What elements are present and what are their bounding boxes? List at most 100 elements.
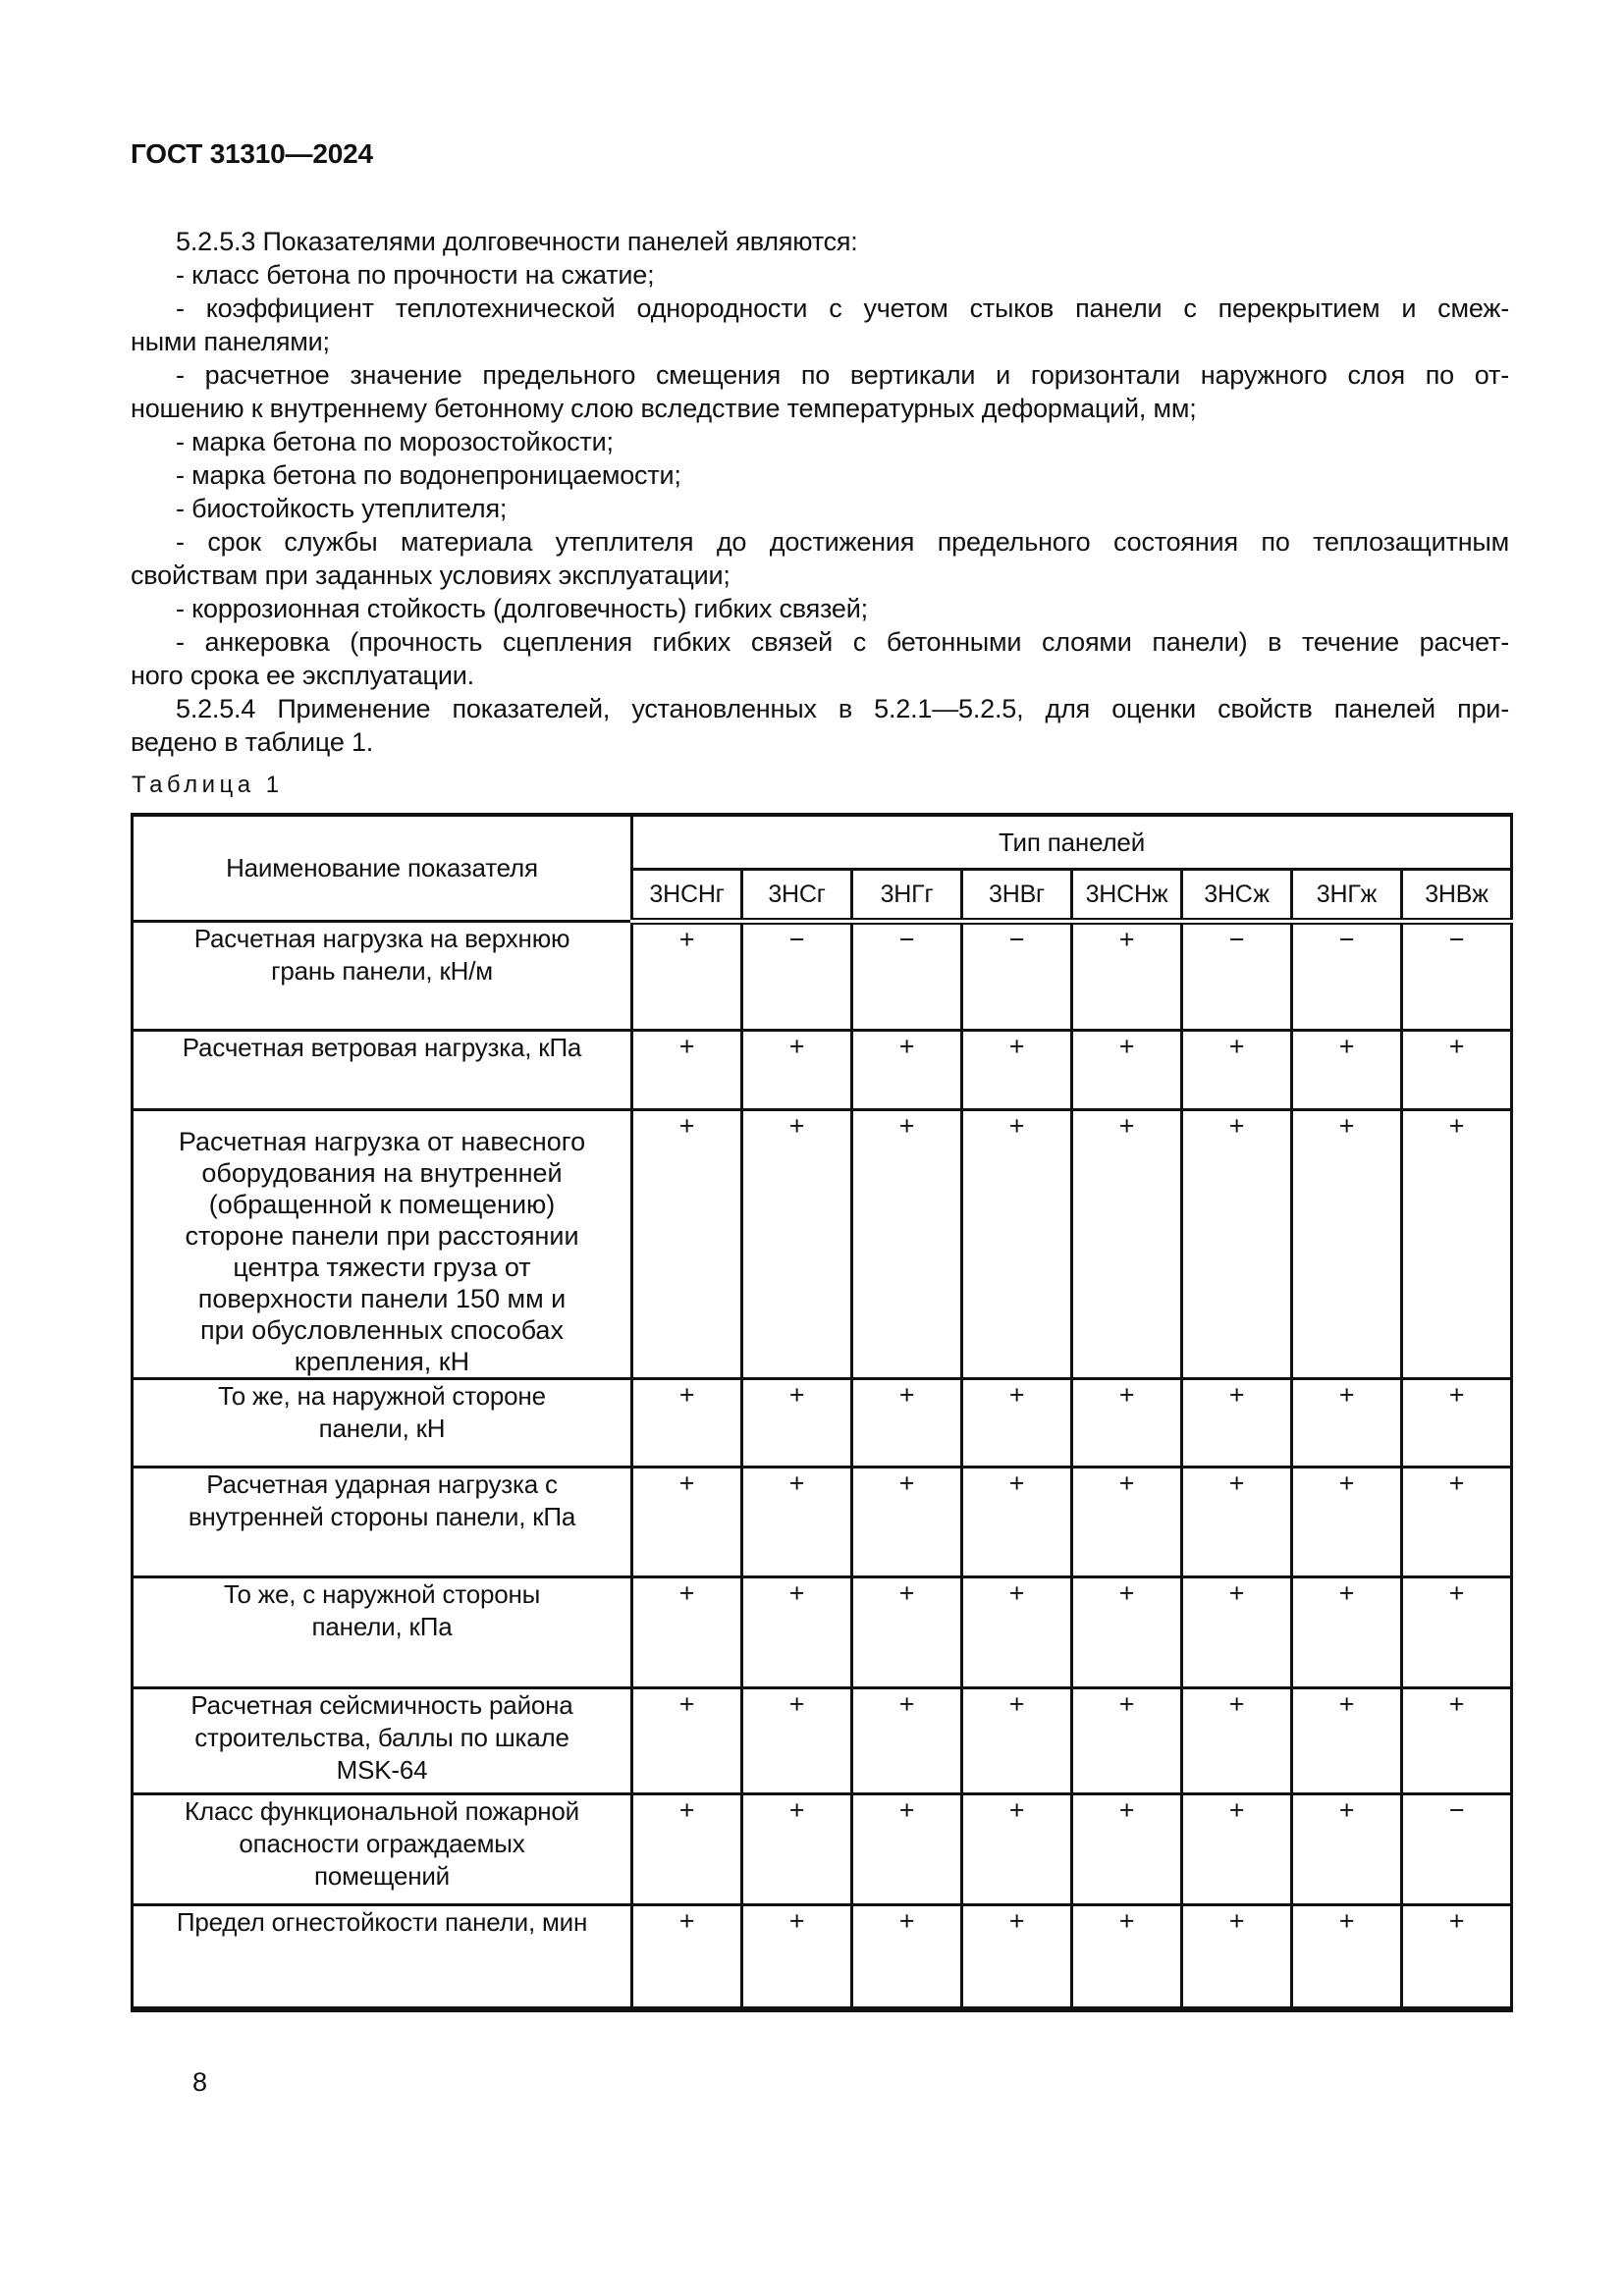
value-cell: +: [960, 1575, 1073, 1689]
value-cell: +: [1399, 1377, 1514, 1468]
value-cell: +: [630, 1686, 743, 1795]
list-item-line: - марка бетона по водонепроницаемости;: [176, 460, 681, 490]
table-title: Таблица 1: [132, 772, 284, 798]
value-cell: +: [1290, 1686, 1403, 1795]
value-cell: +: [740, 1029, 853, 1111]
row-label: Расчетная нагрузка от навесного оборудов…: [131, 1108, 633, 1380]
row-label: То же, на наружной стороне панели, кН: [131, 1377, 633, 1468]
value-cell: +: [850, 1903, 963, 2010]
value-cell: +: [1399, 1575, 1514, 1689]
value-cell: −: [740, 920, 853, 1032]
table-subheader-row: 3НСНг 3НСг 3НГг 3НВг 3НСНж 3НСж 3НГж 3НВ…: [133, 868, 1514, 925]
table-row: Расчетная ветровая нагрузка, кПа + + + +…: [131, 1029, 1514, 1111]
panel-properties-table: Наименование показателя Тип панелей 3НСН…: [131, 813, 1514, 2012]
table-row: То же, с наружной стороны панели, кПа + …: [131, 1575, 1514, 1689]
paragraph-line: 5.2.5.3 Показателями долговечности панел…: [176, 227, 858, 256]
list-item-line: - марка бетона по морозостойкости;: [176, 427, 614, 456]
table-row: То же, на наружной стороне панели, кН + …: [131, 1377, 1514, 1468]
row-label: Расчетная нагрузка на верхнюю грань пане…: [131, 920, 633, 1032]
column-header-panel-type: 3НСНг: [630, 868, 743, 925]
value-cell: +: [850, 1686, 963, 1795]
value-cell: +: [1290, 1377, 1403, 1468]
list-item-line: - биостойкость утеплителя;: [176, 494, 508, 523]
value-cell: +: [630, 1029, 743, 1111]
value-cell: +: [1180, 1792, 1293, 1906]
value-cell: +: [1180, 1108, 1293, 1380]
value-cell: +: [1290, 1108, 1403, 1380]
value-cell: +: [850, 1792, 963, 1906]
table-row: Предел огнестойкости панели, мин + + + +…: [131, 1903, 1514, 2010]
column-header-panel-type: 3НСг: [740, 868, 853, 925]
table-row: Класс функциональной пожарной опасности …: [131, 1792, 1514, 1906]
value-cell: +: [740, 1466, 853, 1578]
value-cell: +: [960, 1108, 1073, 1380]
list-item-line: - коэффициент теплотехнической однородно…: [176, 294, 1509, 323]
value-cell: +: [960, 1686, 1073, 1795]
value-cell: +: [1180, 1377, 1293, 1468]
value-cell: +: [1399, 1686, 1514, 1795]
value-cell: +: [1070, 1377, 1183, 1468]
table-row: Расчетная нагрузка на верхнюю грань пане…: [131, 920, 1514, 1032]
list-item-line: ного срока ее эксплуатации.: [131, 661, 474, 690]
value-cell: −: [1399, 920, 1514, 1032]
list-item-line: - расчетное значение предельного смещени…: [176, 360, 1509, 390]
value-cell: +: [850, 1029, 963, 1111]
value-cell: −: [1399, 1792, 1514, 1906]
paragraph-line: ведено в таблице 1.: [131, 727, 374, 757]
value-cell: +: [1070, 920, 1183, 1032]
row-label: Расчетная ударная нагрузка с внутренней …: [131, 1466, 633, 1578]
value-cell: +: [1290, 1792, 1403, 1906]
value-cell: +: [740, 1377, 853, 1468]
list-item-line: - анкеровка (прочность сцепления гибких …: [176, 627, 1509, 657]
value-cell: +: [1070, 1029, 1183, 1111]
value-cell: +: [1070, 1575, 1183, 1689]
value-cell: +: [1399, 1029, 1514, 1111]
column-header-panel-type: 3НВж: [1399, 868, 1514, 925]
list-item-line: - срок службы материала утеплителя до до…: [176, 527, 1509, 557]
value-cell: +: [630, 920, 743, 1032]
column-header-panel-type: 3НВг: [960, 868, 1073, 925]
column-header-panel-type: 3НГж: [1290, 868, 1403, 925]
value-cell: +: [1290, 1903, 1403, 2010]
paragraph-line: 5.2.5.4 Применение показателей, установл…: [176, 694, 1509, 723]
value-cell: +: [630, 1792, 743, 1906]
column-header-panel-type: 3НСНж: [1070, 868, 1183, 925]
value-cell: +: [630, 1466, 743, 1578]
value-cell: +: [960, 1466, 1073, 1578]
value-cell: +: [1180, 1029, 1293, 1111]
value-cell: −: [1180, 920, 1293, 1032]
value-cell: +: [1070, 1903, 1183, 2010]
value-cell: +: [1070, 1686, 1183, 1795]
row-label: Расчетная сейсмичность района строительс…: [131, 1686, 633, 1795]
row-label: Предел огнестойкости панели, мин: [131, 1903, 633, 2010]
value-cell: +: [630, 1575, 743, 1689]
value-cell: +: [960, 1029, 1073, 1111]
value-cell: +: [850, 1466, 963, 1578]
page-number: 8: [192, 2067, 207, 2097]
value-cell: −: [850, 920, 963, 1032]
table-header-row: Наименование показателя Тип панелей: [131, 813, 1514, 923]
table-row: Расчетная нагрузка от навесного оборудов…: [131, 1108, 1514, 1380]
value-cell: +: [1070, 1108, 1183, 1380]
value-cell: +: [1399, 1108, 1514, 1380]
value-cell: +: [1070, 1792, 1183, 1906]
value-cell: +: [1399, 1903, 1514, 2010]
value-cell: +: [1399, 1466, 1514, 1578]
value-cell: +: [1180, 1903, 1293, 2010]
list-item-line: ными панелями;: [131, 327, 330, 356]
body-text: 5.2.5.3 Показателями долговечности панел…: [131, 225, 1509, 759]
row-label: То же, с наружной стороны панели, кПа: [131, 1575, 633, 1689]
row-label: Расчетная ветровая нагрузка, кПа: [131, 1029, 633, 1111]
value-cell: +: [1180, 1466, 1293, 1578]
value-cell: +: [1180, 1686, 1293, 1795]
list-item-line: ношению к внутреннему бетонному слою всл…: [131, 394, 1197, 423]
standard-designation: ГОСТ 31310—2024: [131, 138, 373, 169]
column-header-panel-type: 3НГг: [850, 868, 963, 925]
column-header-indicator-name: Наименование показателя: [131, 813, 633, 923]
value-cell: +: [1290, 1029, 1403, 1111]
table-row: Расчетная ударная нагрузка с внутренней …: [131, 1466, 1514, 1578]
value-cell: +: [960, 1377, 1073, 1468]
value-cell: +: [850, 1108, 963, 1380]
table-row: Расчетная сейсмичность района строительс…: [131, 1686, 1514, 1795]
